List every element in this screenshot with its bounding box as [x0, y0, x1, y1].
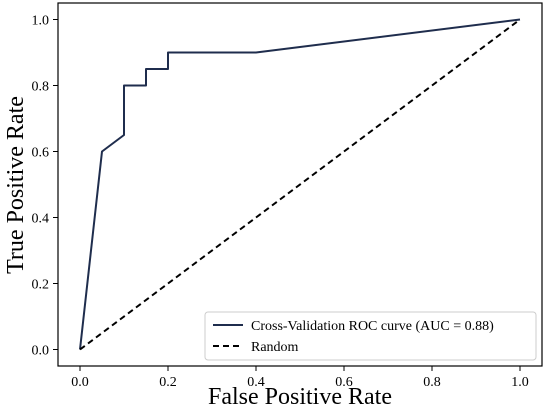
y-tick-label: 0.0 — [32, 344, 50, 359]
x-tick-label: 0.0 — [71, 375, 89, 390]
plot-frame — [57, 2, 543, 367]
x-tick-label: 1.0 — [511, 375, 529, 390]
legend-label-roc: Cross-Validation ROC curve (AUC = 0.88) — [251, 319, 494, 334]
y-tick-label: 0.8 — [32, 80, 50, 95]
x-tick-label: 0.6 — [335, 375, 353, 390]
y-axis-title: True Positive Rate — [3, 96, 29, 274]
y-tick-label: 0.2 — [32, 278, 50, 293]
random-baseline-line — [79, 18, 521, 351]
legend-box — [204, 311, 537, 361]
legend: Cross-Validation ROC curve (AUC = 0.88) … — [204, 311, 537, 361]
roc-curve-line — [79, 18, 521, 350]
x-tick-label: 0.8 — [423, 375, 441, 390]
y-tick-label: 0.4 — [32, 212, 50, 227]
x-axis-title: False Positive Rate — [208, 384, 392, 410]
y-tick-label: 1.0 — [32, 14, 50, 29]
axis-ticks: 0.0 0.2 0.4 0.6 0.8 1.0 0.0 0.2 0.4 0.6 0.8 1.0 — [32, 14, 529, 391]
x-tick-label: 0.4 — [247, 375, 265, 390]
series-layer — [79, 18, 521, 351]
y-tick-label: 0.6 — [32, 146, 50, 161]
legend-label-random: Random — [251, 340, 299, 355]
x-tick-label: 0.2 — [159, 375, 177, 390]
